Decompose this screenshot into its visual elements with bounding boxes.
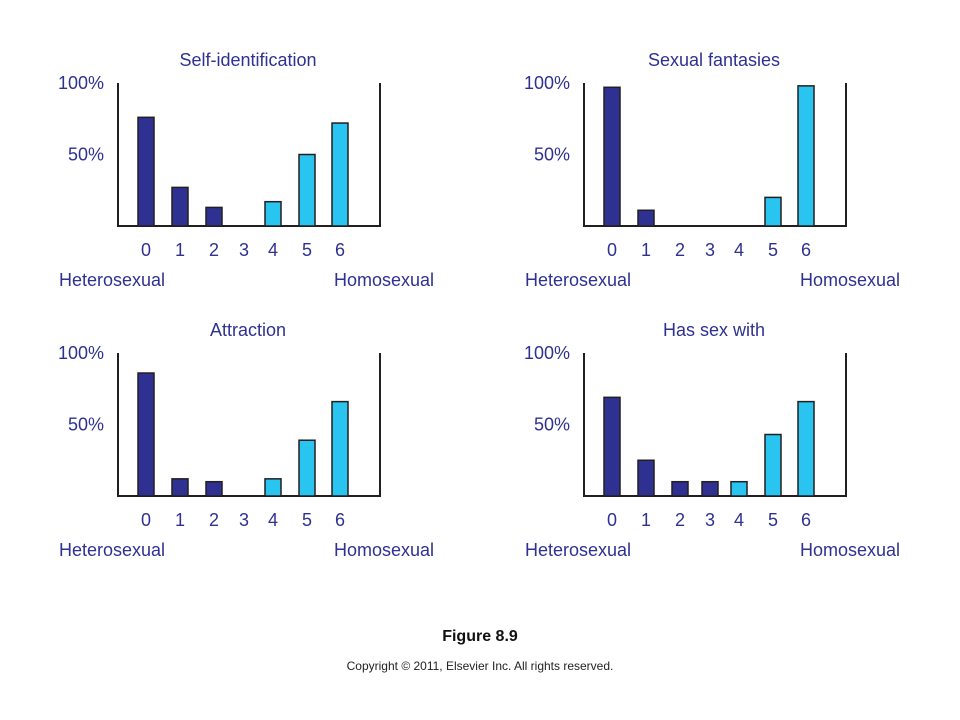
- bar-6: [331, 400, 349, 497]
- x-label-homosexual: Homosexual: [334, 540, 434, 560]
- y-tick-label: 100%: [58, 343, 104, 363]
- bar-5: [298, 439, 316, 497]
- y-tick-label: 50%: [68, 415, 104, 435]
- chart-panel-2: Sexual fantasies 100% 50% 0 1 2 3 4 5 6 Heterosexu…: [524, 50, 900, 290]
- y-tick-label: 50%: [68, 145, 104, 165]
- bar-1: [171, 478, 189, 497]
- bar-5: [298, 153, 316, 227]
- bar-3: [701, 480, 719, 497]
- x-tick-label: 2: [209, 240, 219, 260]
- x-label-homosexual: Homosexual: [800, 270, 900, 290]
- x-tick-label: 0: [141, 510, 151, 530]
- x-tick-label: 0: [607, 510, 617, 530]
- x-tick-label: 5: [302, 240, 312, 260]
- x-tick-label: 6: [801, 510, 811, 530]
- bar-4: [264, 200, 282, 227]
- y-tick-label: 100%: [524, 73, 570, 93]
- x-tick-label: 6: [801, 240, 811, 260]
- bar-6: [797, 85, 815, 227]
- bar-1: [637, 209, 655, 227]
- axis-frame: [117, 83, 381, 227]
- chart-panel-1: Self-identification 100% 50% 0 1 2 3 4 5 6 Heteros…: [58, 50, 434, 290]
- bar-2: [671, 480, 689, 497]
- bar-4: [730, 480, 748, 497]
- axis-frame: [583, 83, 847, 227]
- x-tick-label: 5: [768, 510, 778, 530]
- chart-title: Has sex with: [663, 320, 765, 340]
- x-tick-label: 1: [641, 510, 651, 530]
- bar-0: [137, 116, 155, 227]
- x-tick-label: 3: [239, 240, 249, 260]
- bar-6: [331, 122, 349, 227]
- x-label-heterosexual: Heterosexual: [59, 540, 165, 560]
- chart-title: Attraction: [210, 320, 286, 340]
- x-tick-label: 4: [734, 240, 744, 260]
- y-tick-label: 100%: [58, 73, 104, 93]
- x-label-homosexual: Homosexual: [800, 540, 900, 560]
- bar-5: [764, 196, 782, 227]
- x-tick-label: 0: [141, 240, 151, 260]
- x-tick-label: 2: [675, 240, 685, 260]
- x-tick-label: 4: [734, 510, 744, 530]
- bar-2: [205, 480, 223, 497]
- bar-1: [171, 186, 189, 227]
- bar-0: [603, 86, 621, 227]
- x-tick-label: 0: [607, 240, 617, 260]
- chart-title: Sexual fantasies: [648, 50, 780, 70]
- x-tick-label: 3: [705, 240, 715, 260]
- x-tick-label: 2: [675, 510, 685, 530]
- axis-frame: [117, 353, 381, 497]
- x-tick-label: 6: [335, 510, 345, 530]
- x-tick-label: 5: [302, 510, 312, 530]
- x-tick-label: 5: [768, 240, 778, 260]
- x-label-heterosexual: Heterosexual: [525, 540, 631, 560]
- x-label-heterosexual: Heterosexual: [59, 270, 165, 290]
- chart-panel-4: Has sex with 100% 50% 0 1 2 3 4 5 6 Heterosexual Ho…: [524, 320, 900, 560]
- y-tick-label: 50%: [534, 145, 570, 165]
- y-tick-label: 50%: [534, 415, 570, 435]
- x-tick-label: 4: [268, 510, 278, 530]
- bar-5: [764, 433, 782, 497]
- x-tick-label: 4: [268, 240, 278, 260]
- chart-panel-3: Attraction 100% 50% 0 1 2 3 4 5 6 Heterosexual Homo…: [58, 320, 434, 560]
- bar-4: [264, 478, 282, 497]
- x-tick-label: 6: [335, 240, 345, 260]
- copyright-notice: Copyright © 2011, Elsevier Inc. All righ…: [346, 659, 614, 673]
- x-label-homosexual: Homosexual: [334, 270, 434, 290]
- x-tick-label: 1: [175, 510, 185, 530]
- bar-1: [637, 459, 655, 497]
- x-tick-label: 2: [209, 510, 219, 530]
- x-tick-label: 1: [641, 240, 651, 260]
- chart-title: Self-identification: [179, 50, 316, 70]
- x-tick-label: 1: [175, 240, 185, 260]
- bar-0: [603, 396, 621, 497]
- figure-caption: Figure 8.9: [442, 628, 518, 645]
- bar-2: [205, 206, 223, 227]
- y-tick-label: 100%: [524, 343, 570, 363]
- x-tick-label: 3: [239, 510, 249, 530]
- bar-6: [797, 400, 815, 497]
- bar-0: [137, 372, 155, 497]
- x-label-heterosexual: Heterosexual: [525, 270, 631, 290]
- x-tick-label: 3: [705, 510, 715, 530]
